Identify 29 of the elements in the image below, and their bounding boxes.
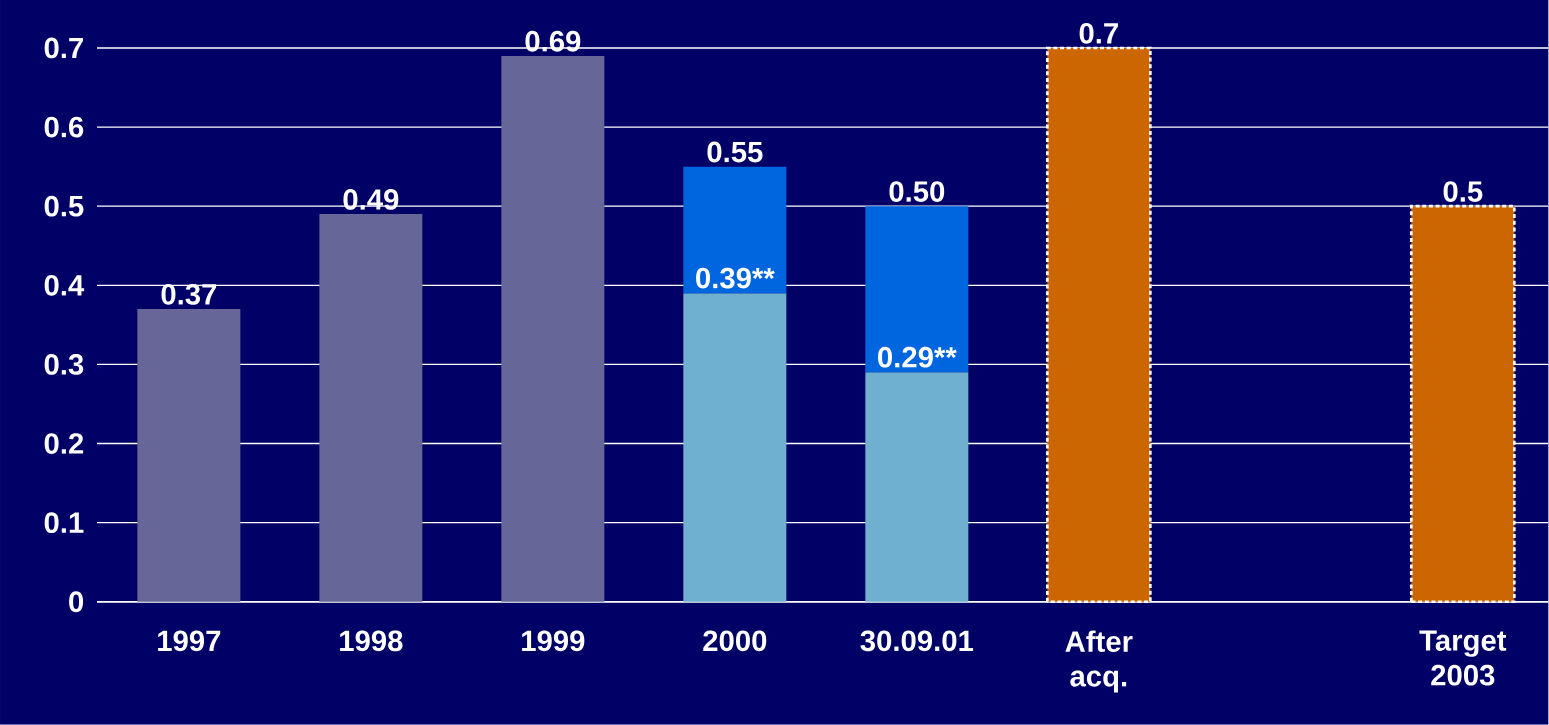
bar xyxy=(865,206,969,373)
y-tick-label: 0.6 xyxy=(44,116,84,138)
total-label: 0.5 xyxy=(1443,181,1483,203)
total-label: 0.49 xyxy=(343,189,399,210)
bar xyxy=(319,214,423,602)
bar xyxy=(683,166,787,294)
y-tick-label: 0.2 xyxy=(44,433,84,455)
total-label: 0.7 xyxy=(1079,23,1118,44)
bar xyxy=(501,56,605,602)
data-label: 0.39** xyxy=(696,267,775,289)
x-tick-label: Target 2003 xyxy=(1419,630,1507,686)
y-tick-label: 0 xyxy=(69,591,84,613)
y-tick-label: 0.4 xyxy=(44,275,85,296)
data-label: 0.29** xyxy=(878,347,957,368)
y-tick-label: 0.1 xyxy=(44,512,84,534)
x-tick-label: 1997 xyxy=(158,630,221,652)
total-label: 0.55 xyxy=(707,141,763,163)
x-tick-label: 30.09.01 xyxy=(860,630,974,652)
bar xyxy=(683,293,787,602)
x-tick-label: 1999 xyxy=(522,630,585,652)
x-tick-label: After acq. xyxy=(1065,630,1133,693)
bar xyxy=(137,309,241,602)
y-tick-label: 0.3 xyxy=(44,354,84,375)
total-label: 0.50 xyxy=(889,181,945,203)
x-tick-label: 1998 xyxy=(340,630,403,652)
y-tick-label: 0.5 xyxy=(44,195,84,217)
y-tick-label: 0.7 xyxy=(44,37,83,59)
bar xyxy=(865,372,969,602)
x-tick-label: 2000 xyxy=(703,630,767,652)
